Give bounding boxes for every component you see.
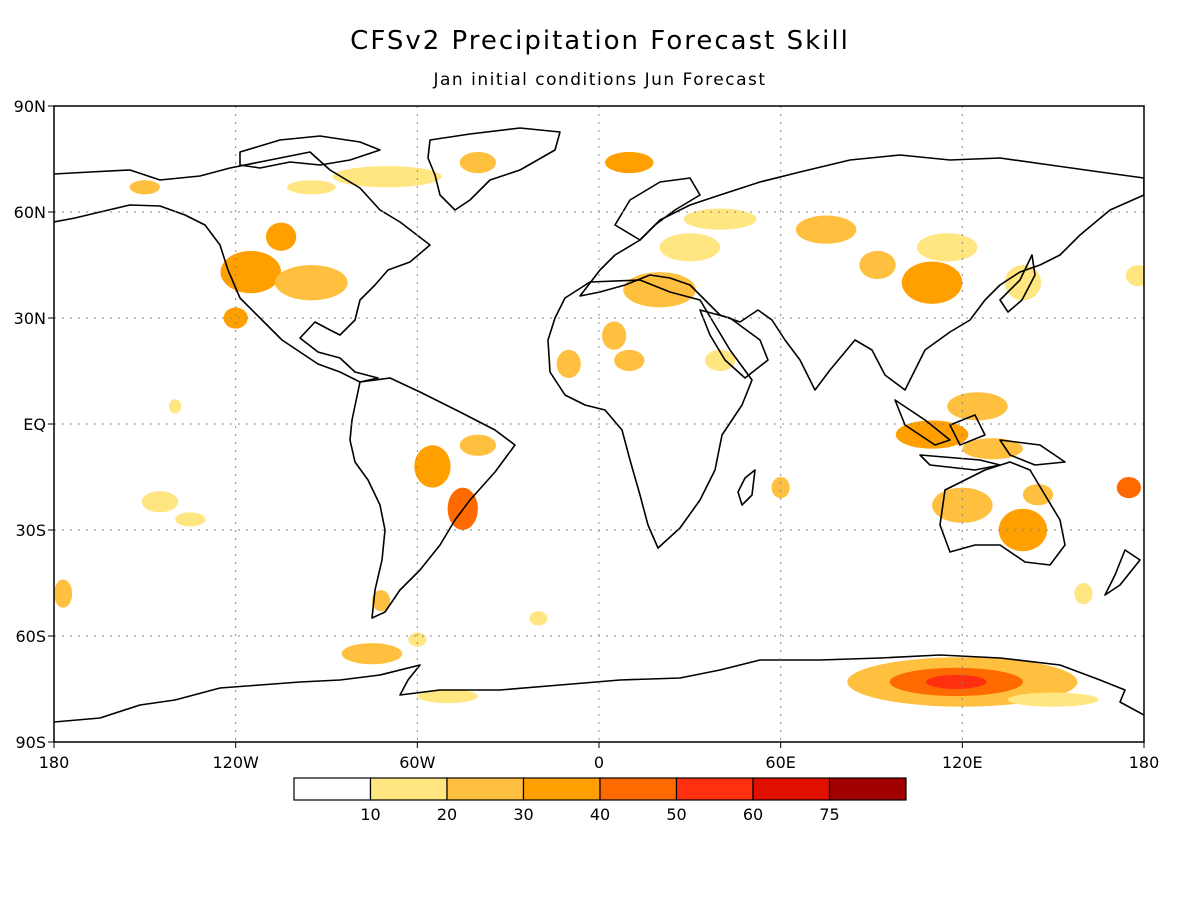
- skill-patch: [602, 321, 627, 350]
- skill-patch: [895, 420, 969, 449]
- latitude-label: 60N: [14, 203, 46, 222]
- latitude-label: 30N: [14, 309, 46, 328]
- skill-patch: [926, 674, 987, 690]
- colorbar-swatch: [675, 777, 754, 801]
- longitude-label: 180: [39, 753, 70, 772]
- skill-patch: [683, 208, 757, 230]
- skill-patch: [332, 166, 442, 188]
- map-title: CFSv2 Precipitation Forecast Skill: [350, 26, 850, 56]
- skill-patch: [414, 445, 451, 488]
- colorbar: 10 20 30 40 50 60 75: [293, 777, 907, 824]
- colorbar-label: 75: [819, 805, 839, 824]
- colorbar-swatch: [369, 777, 448, 801]
- longitude-label: 0: [594, 753, 604, 772]
- coastline-north-america: [54, 151, 431, 383]
- colorbar-label: 50: [666, 805, 686, 824]
- skill-patch: [1116, 477, 1141, 499]
- skill-patch: [1004, 265, 1042, 301]
- skill-patch: [341, 643, 403, 665]
- skill-patch: [141, 491, 179, 513]
- coastline-africa: [547, 279, 753, 549]
- longitude-label: 120W: [212, 753, 259, 772]
- coastline-indonesia: [894, 399, 1001, 471]
- coastline-japan: [999, 254, 1036, 313]
- skill-patch: [605, 151, 654, 174]
- coastline-new-zealand: [1104, 549, 1141, 596]
- longitude-label: 180: [1129, 753, 1160, 772]
- coastline-new-guinea: [999, 439, 1066, 466]
- skill-patch: [771, 477, 790, 499]
- skill-patch: [1125, 265, 1144, 287]
- latitude-label: 60S: [15, 627, 46, 646]
- skill-patch: [1007, 692, 1099, 707]
- longitude-label: 120E: [942, 753, 983, 772]
- map-subtitle: Jan initial conditions Jun Forecast: [433, 70, 767, 90]
- graticule: [54, 106, 1144, 742]
- skill-patch: [1074, 583, 1093, 605]
- skill-patch: [459, 151, 497, 174]
- skill-patch: [169, 399, 182, 414]
- colorbar-swatch: [828, 777, 907, 801]
- coastline-madagascar: [737, 469, 756, 506]
- skill-patch: [795, 215, 857, 244]
- skill-patch: [529, 611, 548, 626]
- skill-patch: [947, 392, 1008, 421]
- skill-patch: [614, 349, 645, 371]
- skill-patch: [175, 512, 206, 527]
- coastline-greenland: [427, 127, 561, 211]
- colorbar-label: 60: [743, 805, 763, 824]
- longitude-labels: 180 120W 60W 0 60E 120E 180: [39, 753, 1160, 772]
- latitude-label: EQ: [23, 415, 46, 434]
- latitude-label: 90N: [14, 97, 46, 116]
- skill-patch: [859, 250, 896, 280]
- skill-patch: [932, 487, 993, 523]
- skill-patch: [659, 233, 721, 262]
- longitude-label: 60E: [765, 753, 795, 772]
- skill-patch: [704, 349, 736, 371]
- skill-patch: [556, 349, 581, 379]
- skill-patch: [275, 265, 348, 301]
- colorbar-swatch: [446, 777, 525, 801]
- coastline-scandinavia: [614, 177, 701, 241]
- skill-patch: [223, 307, 248, 329]
- colorbar-label: 20: [437, 805, 457, 824]
- skill-patch: [129, 180, 160, 195]
- latitude-labels: 90N 60N 30N EQ 30S 60S 90S: [14, 97, 46, 752]
- skill-patch: [371, 590, 391, 612]
- coastlines: [54, 127, 1144, 723]
- skill-patch: [962, 438, 1023, 460]
- skill-patch: [1022, 484, 1054, 506]
- axis-ticks: [48, 105, 1145, 748]
- skill-patch: [459, 434, 497, 456]
- skill-patch: [408, 632, 427, 647]
- colorbar-label: 10: [360, 805, 380, 824]
- skill-patch: [623, 272, 696, 308]
- colorbar-swatch: [293, 777, 372, 801]
- colorbar-swatch: [599, 777, 678, 801]
- skill-patch: [417, 689, 478, 704]
- skill-field: [54, 151, 1144, 707]
- skill-patch: [901, 261, 963, 304]
- skill-patch: [54, 579, 73, 608]
- coastline-australia: [939, 461, 1066, 566]
- latitude-label: 30S: [15, 521, 46, 540]
- coastline-south-america: [349, 377, 516, 619]
- coastline-arctic-islands: [239, 135, 381, 169]
- longitude-label: 60W: [399, 753, 435, 772]
- coastline-arabia: [699, 309, 769, 379]
- colorbar-label: 30: [513, 805, 533, 824]
- skill-patch: [916, 233, 978, 262]
- colorbar-swatch: [522, 777, 601, 801]
- skill-patch: [287, 180, 336, 195]
- colorbar-label: 40: [590, 805, 610, 824]
- coastline-antarctica: [54, 654, 1144, 723]
- latitude-label: 90S: [15, 733, 46, 752]
- colorbar-swatch: [752, 777, 831, 801]
- skill-patch: [265, 222, 297, 251]
